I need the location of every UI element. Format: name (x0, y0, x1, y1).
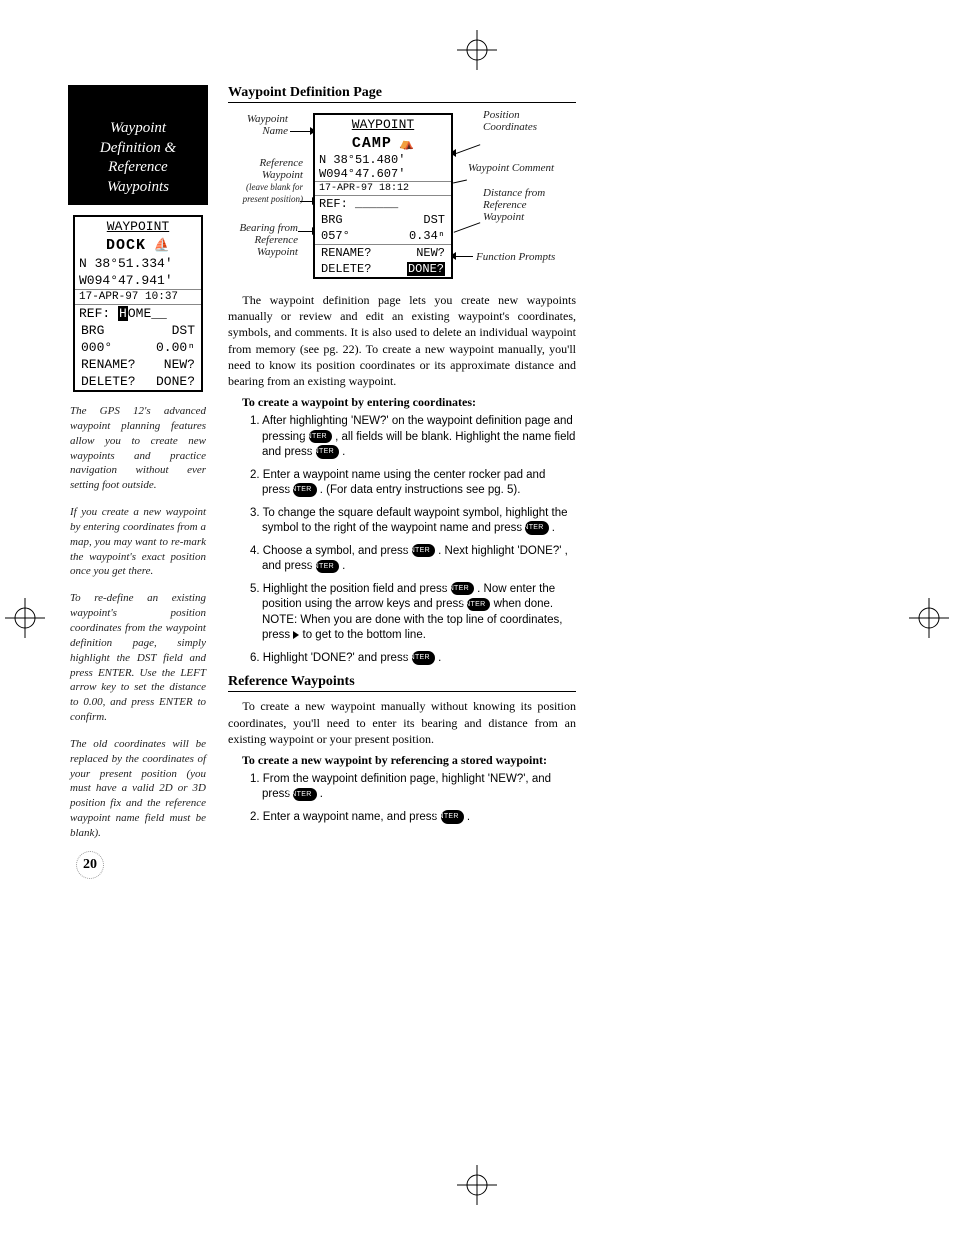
lcd-datetime: 17-APR-97 18:12 (315, 182, 451, 196)
label-ref-wpt: ReferenceWaypoint(leave blank forpresent… (228, 157, 303, 205)
paragraph: The waypoint definition page lets you cr… (228, 292, 576, 389)
lcd-ref-highlight: H (118, 306, 128, 321)
section-heading: Waypoint Definition Page (228, 85, 576, 103)
step-item: 1. After highlighting 'NEW?' on the wayp… (250, 414, 576, 461)
lcd-brg-label: BRG (81, 323, 104, 338)
lcd-new: NEW? (416, 246, 445, 260)
label-pos-coord: PositionCoordinates (483, 109, 563, 133)
step-list-1: 1. After highlighting 'NEW?' on the wayp… (250, 414, 576, 666)
enter-button-icon: ENTER (309, 430, 332, 443)
enter-button-icon: ENTER (412, 544, 435, 557)
lcd-ref-val: OME__ (128, 306, 167, 321)
page-number-value: 20 (76, 851, 104, 879)
enter-button-icon: ENTER (467, 598, 490, 611)
sidebar-title-line: Reference (72, 158, 204, 178)
lcd-done: DONE? (156, 374, 195, 389)
boat-icon: ⛵ (154, 238, 170, 253)
label-wpt-comment: Waypoint Comment (468, 162, 568, 174)
enter-button-icon: ENTER (316, 445, 339, 458)
lcd-rename: RENAME? (321, 246, 371, 260)
lcd-new: NEW? (164, 357, 195, 372)
lcd-datetime: 17-APR-97 10:37 (75, 290, 201, 305)
enter-button-icon: ENTER (316, 560, 339, 573)
step-item: 6. Highlight 'DONE?' and press ENTER . (250, 651, 576, 667)
sidebar-title-box: Waypoint Definition & Reference Waypoint… (68, 111, 208, 205)
subheading: To create a new waypoint by referencing … (242, 753, 576, 768)
lcd-delete: DELETE? (321, 262, 371, 276)
lcd-rename: RENAME? (81, 357, 136, 372)
label-brg-from: Bearing fromReferenceWaypoint (228, 222, 298, 258)
enter-button-icon: ENTER (293, 788, 316, 801)
crop-mark-bottom (457, 1165, 497, 1205)
crop-mark-left (5, 598, 45, 638)
diagram-lcd: WAYPOINT CAMP ⛺ N 38°51.480' W094°47.607… (313, 113, 453, 279)
step-item: 1. From the waypoint definition page, hi… (250, 772, 576, 803)
lcd-title: WAYPOINT (75, 217, 201, 236)
lcd-lat: N 38°51.480' (315, 153, 451, 167)
enter-button-icon: ENTER (525, 521, 548, 534)
lcd-done: DONE? (407, 262, 445, 276)
right-arrow-icon (293, 631, 299, 639)
enter-button-icon: ENTER (451, 582, 474, 595)
sidebar-caption: The GPS 12's advanced waypoint planning … (68, 402, 208, 503)
step-item: 5. Highlight the position field and pres… (250, 582, 576, 644)
lcd-brg-val: 057° (321, 229, 350, 243)
lcd-brg-label: BRG (321, 213, 343, 227)
main-column: Waypoint Definition Page WaypointName Re… (228, 85, 576, 825)
lcd-dst-label: DST (423, 213, 445, 227)
step-item: 2. Enter a waypoint name, and press ENTE… (250, 810, 576, 826)
label-func-prompts: Function Prompts (476, 251, 576, 263)
chapter-bar (68, 85, 208, 111)
label-wpt-name: WaypointName (228, 113, 288, 137)
enter-button-icon: ENTER (412, 651, 435, 664)
crop-mark-top (457, 30, 497, 70)
sidebar-title-line: Definition & (72, 139, 204, 159)
step-item: 4. Choose a symbol, and press ENTER . Ne… (250, 544, 576, 575)
step-list-2: 1. From the waypoint definition page, hi… (250, 772, 576, 826)
lcd-wpt-name: DOCK (106, 237, 146, 254)
crop-mark-right (909, 598, 949, 638)
lcd-dst-val: 0.34ⁿ (409, 229, 445, 243)
lcd-brg-val: 000° (81, 340, 112, 355)
sidebar-caption: If you create a new waypoint by entering… (68, 503, 208, 589)
sidebar-caption: To re-define an existing waypoint's posi… (68, 589, 208, 735)
sidebar-caption: The old coordinates will be replaced by … (68, 735, 208, 851)
lcd-delete: DELETE? (81, 374, 136, 389)
lcd-lon: W094°47.607' (315, 167, 451, 182)
lcd-lat: N 38°51.334' (75, 255, 201, 272)
section-heading: Reference Waypoints (228, 674, 576, 692)
enter-button-icon: ENTER (293, 483, 316, 496)
lcd-lon: W094°47.941' (75, 272, 201, 290)
lcd-title: WAYPOINT (315, 115, 451, 134)
step-item: 3. To change the square default waypoint… (250, 506, 576, 537)
lcd-ref-label: REF: (79, 306, 110, 321)
enter-button-icon: ENTER (441, 810, 464, 823)
page-number: 20 (68, 851, 208, 879)
tent-icon: ⛺ (399, 137, 414, 151)
step-item: 2. Enter a waypoint name using the cente… (250, 468, 576, 499)
lcd-wpt-name: CAMP (352, 135, 392, 152)
lcd-dst-val: 0.00ⁿ (156, 340, 195, 355)
subheading: To create a waypoint by entering coordin… (242, 395, 576, 410)
sidebar-title-line: Waypoints (72, 178, 204, 198)
sidebar-lcd: WAYPOINT DOCK ⛵ N 38°51.334' W094°47.941… (73, 215, 203, 392)
sidebar: Waypoint Definition & Reference Waypoint… (68, 85, 208, 879)
sidebar-title-line: Waypoint (72, 119, 204, 139)
lcd-dst-label: DST (172, 323, 195, 338)
paragraph: To create a new waypoint manually withou… (228, 698, 576, 747)
label-dist-from: Distance fromReferenceWaypoint (483, 187, 563, 223)
lcd-ref-value: ______ (355, 197, 398, 211)
waypoint-diagram: WaypointName ReferenceWaypoint(leave bla… (228, 109, 576, 284)
lcd-ref-label: REF: (319, 197, 348, 211)
